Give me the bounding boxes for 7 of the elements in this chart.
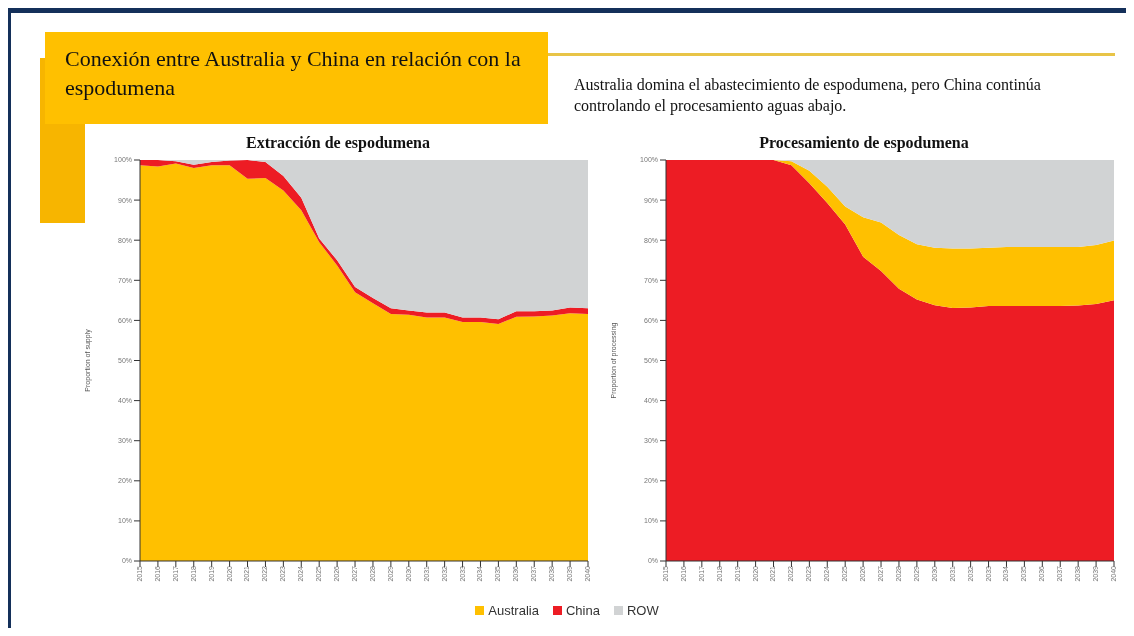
legend-label: Australia [487,603,539,618]
legend-label: China [564,603,600,618]
chart-title: Procesamiento de espodumena [758,134,970,154]
text: Australia domina el abastecimiento de espodumena, pero China continúa controlando el procesamiento aguas abajo. [574,75,1042,116]
chart-title: Extracción de espodumena [245,134,431,154]
legend-label: ROW [625,603,659,618]
text: Conexión entre Australia y China en relación con la espodumena [45,32,548,124]
